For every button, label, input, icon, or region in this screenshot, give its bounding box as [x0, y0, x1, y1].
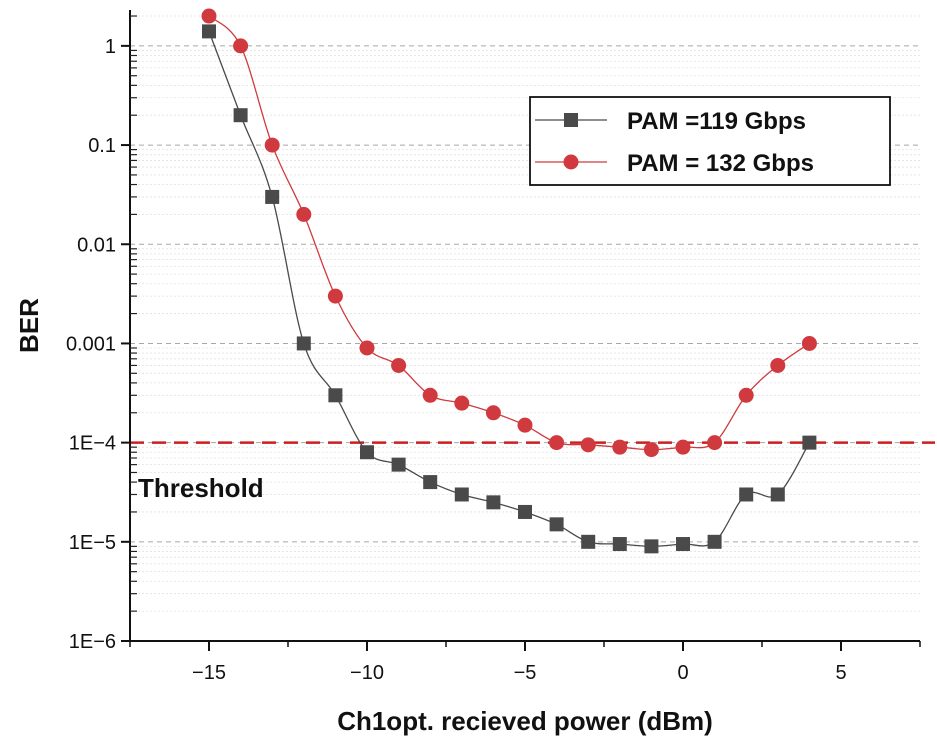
data-point-square — [454, 487, 469, 502]
data-point-square — [265, 189, 280, 204]
data-point-circle — [643, 442, 659, 458]
data-point-circle — [707, 435, 723, 451]
data-point-square — [360, 445, 374, 460]
data-point-circle — [422, 387, 438, 403]
series-layer — [201, 8, 817, 554]
data-point-square — [612, 537, 627, 552]
data-point-square — [676, 537, 690, 552]
data-point-square — [391, 457, 406, 472]
data-point-square — [802, 435, 817, 450]
data-point-square — [739, 487, 754, 502]
data-point-circle — [454, 395, 470, 411]
legend-label-pam-119: PAM =119 Gbps — [627, 108, 806, 135]
data-point-square — [518, 504, 532, 519]
legend-marker-circle — [563, 154, 579, 170]
series-pam-132 — [201, 8, 817, 458]
data-point-square — [770, 487, 785, 502]
x-tick-label: −15 — [192, 662, 226, 684]
tick-layer: 1 0.1 0.01 0.001 1E−4 1E−5 1E−6 −15 −10 −5 0 5 — [66, 15, 921, 684]
data-point-circle — [580, 437, 596, 453]
data-point-square — [328, 388, 343, 403]
legend-marker-square — [564, 113, 578, 127]
legend-box — [529, 96, 891, 186]
y-tick-label: 1 — [105, 36, 116, 58]
data-point-square — [202, 24, 216, 39]
data-point-square — [296, 336, 311, 351]
data-point-square — [581, 534, 596, 549]
series-pam-119 — [202, 24, 817, 554]
x-tick-label: −10 — [350, 662, 384, 684]
data-point-circle — [612, 439, 628, 455]
data-point-circle — [770, 357, 786, 373]
x-tick-label: 5 — [835, 662, 846, 684]
x-axis-title: Ch1opt. recieved power (dBm) — [337, 706, 713, 736]
y-axis-title: BER — [14, 298, 44, 353]
threshold-label: Threshold — [138, 473, 264, 503]
y-tick-label: 0.01 — [77, 234, 116, 256]
legend: PAM =119 Gbps PAM = 132 Gbps — [529, 96, 891, 186]
y-tick-label: 1E−6 — [69, 631, 116, 653]
data-point-circle — [549, 435, 565, 451]
x-tick-label: 0 — [677, 662, 688, 684]
data-point-circle — [264, 137, 280, 153]
threshold-layer: Threshold — [130, 441, 935, 503]
data-point-circle — [675, 439, 691, 455]
data-point-circle — [233, 38, 249, 54]
x-tick-label: −5 — [514, 662, 537, 684]
data-point-circle — [201, 8, 217, 24]
data-point-circle — [738, 387, 754, 403]
data-point-square — [707, 534, 722, 549]
data-point-circle — [391, 357, 407, 373]
data-point-square — [644, 539, 659, 554]
data-point-circle — [801, 335, 817, 351]
data-point-circle — [296, 206, 312, 222]
legend-label-pam-132: PAM = 132 Gbps — [627, 150, 814, 177]
data-point-circle — [517, 417, 533, 433]
series-line — [208, 15, 810, 451]
data-point-square — [233, 108, 248, 123]
data-point-square — [423, 475, 438, 490]
y-tick-label: 0.001 — [66, 333, 116, 355]
y-tick-label: 1E−4 — [69, 433, 116, 455]
data-point-square — [549, 517, 564, 532]
y-tick-label: 0.1 — [88, 135, 116, 157]
legend-entry-pam-132: PAM = 132 Gbps — [535, 150, 814, 177]
data-point-square — [486, 495, 501, 510]
data-point-circle — [359, 340, 375, 356]
legend-entry-pam-119: PAM =119 Gbps — [535, 108, 806, 135]
data-point-circle — [485, 405, 501, 421]
y-tick-label: 1E−5 — [69, 532, 116, 554]
data-point-circle — [327, 288, 343, 304]
